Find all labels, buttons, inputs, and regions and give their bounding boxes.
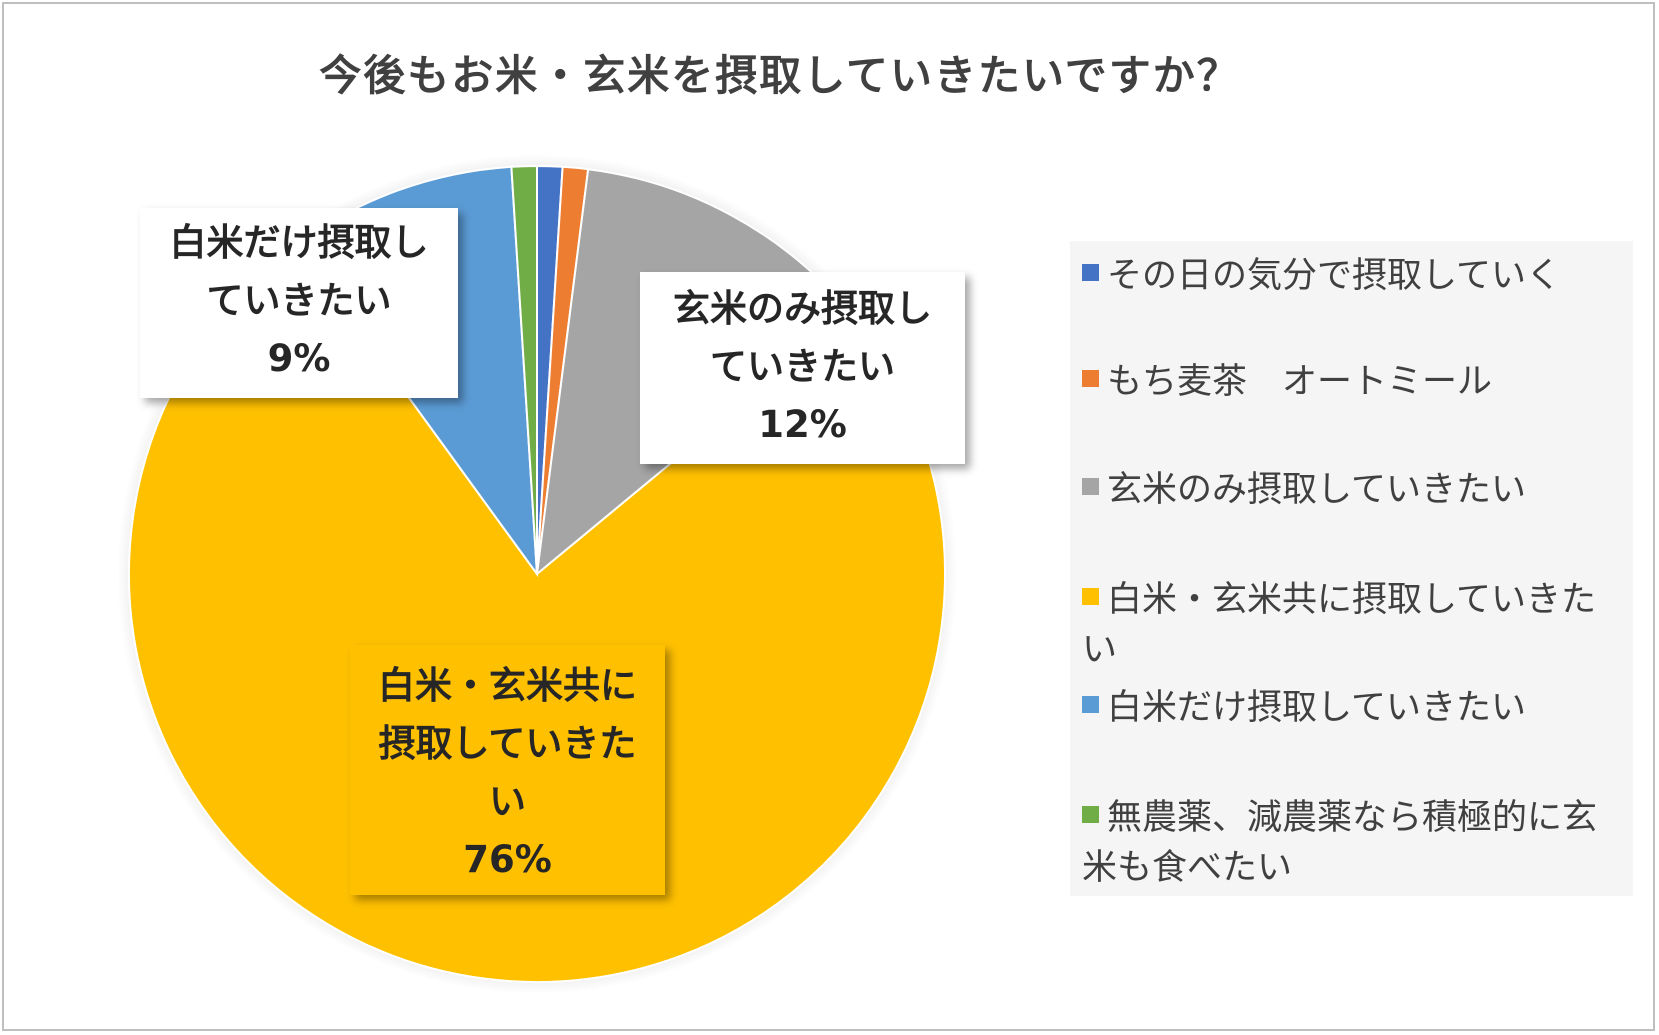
chart-title: 今後もお米・玄米を摂取していきたいですか？: [319, 51, 1241, 100]
legend-swatch: [1082, 588, 1099, 605]
legend-item: 無農薬、減農薬なら積極的に玄米も食べたい: [1082, 793, 1622, 893]
legend-swatch: [1082, 370, 1099, 387]
legend-item: その日の気分で摂取していく: [1082, 251, 1622, 301]
data-label-percent: 9%: [267, 337, 331, 380]
data-label-white-rice-only: 白米だけ摂取し ていきたい 9%: [140, 208, 458, 398]
data-label-both: 白米・玄米共に 摂取していきたい 76%: [350, 645, 665, 895]
legend-label: 玄米のみ摂取していきたい: [1107, 470, 1526, 510]
legend-item: もち麦茶 オートミール: [1082, 357, 1622, 407]
legend-swatch: [1082, 696, 1099, 713]
data-label-category: 白米・玄米共に 摂取していきたい: [378, 664, 637, 823]
legend-swatch: [1082, 478, 1099, 495]
data-label-brown-rice-only: 玄米のみ摂取し ていきたい 12%: [640, 272, 965, 464]
data-label-category: 白米だけ摂取し ていきたい: [169, 221, 429, 322]
data-label-percent: 12%: [758, 403, 847, 446]
legend-label: もち麦茶 オートミール: [1107, 362, 1493, 402]
legend: その日の気分で摂取していく もち麦茶 オートミール 玄米のみ摂取していきたい 白…: [1070, 241, 1633, 896]
pie-slice: [510, 164, 538, 575]
data-label-category: 玄米のみ摂取し ていきたい: [673, 287, 932, 388]
legend-item: 玄米のみ摂取していきたい: [1082, 465, 1622, 515]
legend-swatch: [1082, 806, 1099, 823]
legend-label: 白米・玄米共に摂取していきたい: [1082, 580, 1596, 670]
legend-swatch: [1082, 264, 1099, 281]
legend-label: その日の気分で摂取していく: [1107, 256, 1561, 296]
legend-item: 白米・玄米共に摂取していきたい: [1082, 575, 1622, 675]
legend-item: 白米だけ摂取していきたい: [1082, 683, 1622, 733]
data-label-percent: 76%: [463, 838, 552, 881]
legend-label: 無農薬、減農薬なら積極的に玄米も食べたい: [1082, 798, 1598, 888]
legend-label: 白米だけ摂取していきたい: [1107, 688, 1526, 728]
